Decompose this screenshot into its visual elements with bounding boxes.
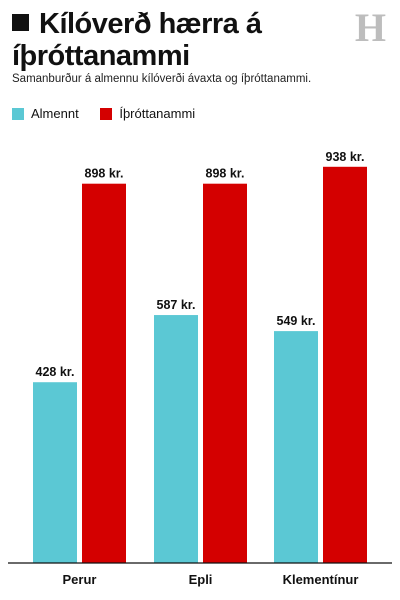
x-tick-label: Klementínur <box>283 572 359 587</box>
bar-ithrottanammi-0 <box>82 183 126 563</box>
x-tick-label: Perur <box>63 572 97 587</box>
bar-almennt-0 <box>33 382 77 563</box>
x-tick-label: Epli <box>189 572 213 587</box>
legend-swatch-almennt <box>12 107 24 120</box>
data-label: 898 kr. <box>206 167 245 181</box>
legend-item-ithrottanammi: Íþróttanammi <box>100 106 195 121</box>
chart-subtitle: Samanburður á almennu kílóverði ávaxta o… <box>12 73 312 85</box>
bar-ithrottanammi-2 <box>323 166 367 563</box>
bar-almennt-2 <box>274 331 318 563</box>
title-square-icon <box>12 14 29 31</box>
title-block: Kílóverð hærra á íþróttanammi <box>12 8 342 72</box>
brand-logo: H <box>354 5 386 50</box>
legend-label-ithrottanammi: Íþróttanammi <box>119 106 196 121</box>
bar-ithrottanammi-1 <box>203 183 247 563</box>
data-label: 587 kr. <box>157 298 196 312</box>
data-label: 428 kr. <box>36 365 75 379</box>
data-label: 898 kr. <box>85 167 124 181</box>
legend-item-almennt: Almennt <box>12 106 79 121</box>
chart-title-text: Kílóverð hærra á íþróttanammi <box>12 8 262 72</box>
chart-legend: Almennt Íþróttanammi <box>12 106 213 123</box>
bar-almennt-1 <box>154 315 198 563</box>
data-label: 549 kr. <box>277 314 316 328</box>
chart-title: Kílóverð hærra á íþróttanammi <box>12 8 342 72</box>
legend-swatch-ithrottanammi <box>100 107 113 120</box>
data-label: 938 kr. <box>326 150 365 164</box>
legend-label-almennt: Almennt <box>31 106 79 121</box>
